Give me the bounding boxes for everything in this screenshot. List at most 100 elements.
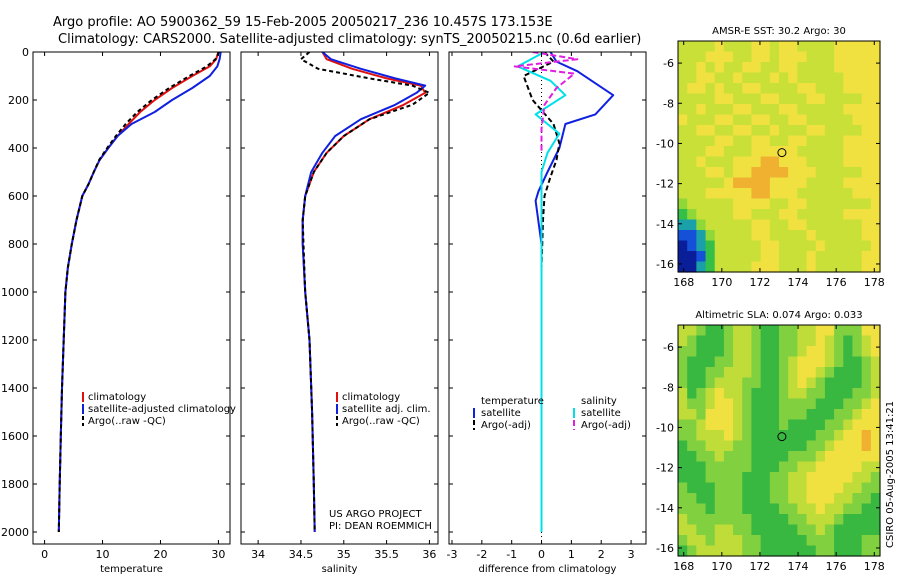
difference-axes: -3 -2 -1 0 1 2 3 difference from climatology <box>447 51 646 575</box>
sla-map-cell <box>797 545 808 557</box>
sst-map-cell <box>687 51 697 63</box>
sst-map-cell <box>769 51 780 63</box>
sst-map-cell <box>852 209 863 221</box>
difference-legend-temp-label: satellite <box>481 408 521 419</box>
sla-map-cell <box>824 388 835 400</box>
sla-map-cell <box>733 514 743 526</box>
sst-map-cell <box>769 83 780 95</box>
sla-map-cell <box>733 377 743 389</box>
sla-map-cell <box>678 482 688 494</box>
sst-map-cell <box>779 219 789 231</box>
sst-map-cell <box>779 125 789 137</box>
sla-map-cell <box>779 545 789 557</box>
sla-map-cell <box>779 535 789 547</box>
sla-map-cell <box>806 346 817 358</box>
sla-map-cell <box>723 388 734 400</box>
sst-map-cell <box>769 41 780 53</box>
sla-map-cell <box>852 388 863 400</box>
sst-map-cell <box>687 114 697 126</box>
sst-map-cell <box>788 251 798 263</box>
sla-map-cell <box>843 482 854 494</box>
sst-map-cell <box>861 240 872 252</box>
sst-map-cell <box>705 114 716 126</box>
sst-map-cell <box>852 146 863 158</box>
sla-map-cell <box>788 430 798 442</box>
sla-map-cell <box>742 524 753 536</box>
salinity-xtick-label: 35 <box>337 548 351 561</box>
sla-map-cell <box>733 524 743 536</box>
sst-map-cell <box>760 219 771 231</box>
sla-map-cell <box>678 545 688 557</box>
sla-map-cell <box>870 440 881 452</box>
sst-map-cell <box>797 146 808 158</box>
sst-map-cell <box>687 156 697 168</box>
sst-map-xtick-label: 172 <box>749 276 770 289</box>
sst-map-cell <box>742 167 753 179</box>
sla-map-cell <box>824 356 835 368</box>
sla-map-cell <box>678 325 688 337</box>
sst-map-cell <box>723 219 734 231</box>
sla-map-cell <box>696 440 707 452</box>
sst-map-cell <box>788 51 798 63</box>
sla-map-cell <box>723 461 734 473</box>
sla-map-cell <box>687 398 697 410</box>
sst-map-cell <box>714 51 725 63</box>
sla-map-cell <box>861 356 872 368</box>
sla-map-cell <box>806 367 817 379</box>
sla-map-cell <box>714 398 725 410</box>
sst-map-cell <box>760 83 771 95</box>
sst-map-cell <box>742 41 753 53</box>
sla-map-cell <box>834 451 844 463</box>
sst-map-cell <box>678 156 688 168</box>
sst-map-cell <box>751 72 762 84</box>
sst-map-cell <box>815 135 826 147</box>
sst-map-cell <box>843 156 854 168</box>
sla-map-cell <box>769 346 780 358</box>
credit-line1: US ARGO PROJECT <box>329 509 423 520</box>
sla-map-cell <box>696 398 707 410</box>
sst-map-cell <box>834 135 844 147</box>
sst-map-cell <box>742 114 753 126</box>
sst-map-xtick-label: 178 <box>864 276 885 289</box>
sla-map-cell <box>723 472 734 484</box>
sla-map-cell <box>797 451 808 463</box>
sst-map-cell <box>705 230 716 242</box>
sst-map-cell <box>788 198 798 210</box>
sla-map-cell <box>788 545 798 557</box>
sst-map-cell <box>705 251 716 263</box>
sla-map-cell <box>696 535 707 547</box>
sst-map-cell <box>760 261 771 273</box>
sst-map-cell <box>696 72 707 84</box>
sla-map-cell <box>797 472 808 484</box>
sla-map-cell <box>687 535 697 547</box>
sst-map-cell <box>751 219 762 231</box>
sla-map-cell <box>733 346 743 358</box>
sst-map-cell <box>751 41 762 53</box>
temperature-ytick-label: 600 <box>8 190 29 203</box>
sla-map-cell <box>760 472 771 484</box>
sst-map-cell <box>687 261 697 273</box>
sst-map-cell <box>687 188 697 200</box>
temperature-axes: 0 10 20 30 0 200 400 600 800 1000 1200 1400 1600 1800… <box>1 46 230 575</box>
sla-map-cell <box>797 461 808 473</box>
sla-map-cell <box>733 367 743 379</box>
sst-map-cell <box>788 230 798 242</box>
sst-map-cell <box>843 219 854 231</box>
salinity-series-group <box>300 52 431 533</box>
sla-map-cell <box>843 419 854 431</box>
sst-map-cell <box>806 177 817 189</box>
sst-map-cell <box>843 104 854 116</box>
sla-map-cell <box>861 409 872 421</box>
sla-map-cell <box>705 451 716 463</box>
sst-map-cell <box>760 198 771 210</box>
sst-map-cell <box>687 146 697 158</box>
sla-map-cell <box>760 545 771 557</box>
sst-map-cell <box>843 51 854 63</box>
sst-map-cell <box>723 62 734 74</box>
difference-xtick-label: -1 <box>506 548 517 561</box>
sla-map-cell <box>714 409 725 421</box>
sst-map-cell <box>696 240 707 252</box>
difference-xtick-label: 0 <box>538 548 545 561</box>
sla-map-cell <box>870 430 881 442</box>
temperature-series-argo-raw-qc- <box>57 52 220 533</box>
